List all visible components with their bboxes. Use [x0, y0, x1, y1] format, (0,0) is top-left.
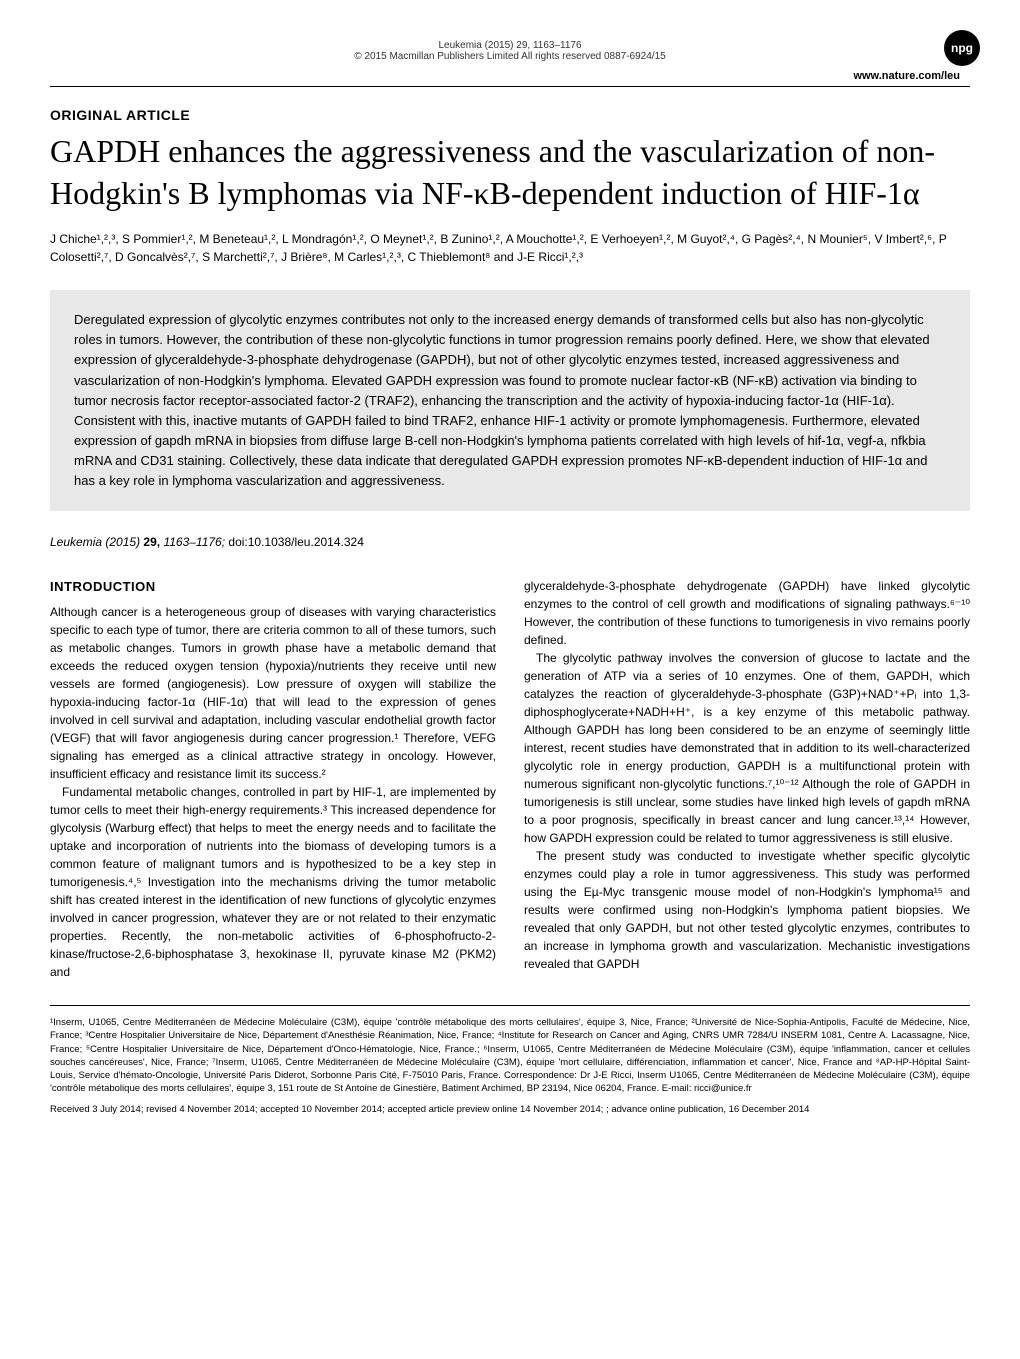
- page-container: npg Leukemia (2015) 29, 1163–1176 © 2015…: [0, 0, 1020, 1155]
- header: Leukemia (2015) 29, 1163–1176 © 2015 Mac…: [50, 40, 970, 62]
- header-divider: [50, 86, 970, 87]
- abstract: Deregulated expression of glycolytic enz…: [50, 290, 970, 511]
- citation-volume: 29,: [143, 535, 160, 549]
- citation-year: (2015): [105, 535, 140, 549]
- affiliations: ¹Inserm, U1065, Centre Méditerranéen de …: [50, 1005, 970, 1096]
- citation-doi: doi:10.1038/leu.2014.324: [228, 535, 363, 549]
- body-columns: INTRODUCTION Although cancer is a hetero…: [50, 577, 970, 981]
- copyright-line: © 2015 Macmillan Publishers Limited All …: [50, 51, 970, 62]
- intro-paragraph-1: Although cancer is a heterogeneous group…: [50, 603, 496, 783]
- left-column: INTRODUCTION Although cancer is a hetero…: [50, 577, 496, 981]
- citation-pages: 1163–1176;: [163, 535, 225, 549]
- npg-badge: npg: [944, 30, 980, 66]
- citation-journal: Leukemia: [50, 535, 102, 549]
- author-list: J Chiche¹,²,³, S Pommier¹,², M Beneteau¹…: [50, 230, 970, 266]
- journal-url: www.nature.com/leu: [50, 70, 970, 82]
- right-column: glyceraldehyde-3-phosphate dehydrogenate…: [524, 577, 970, 981]
- intro-paragraph-2: Fundamental metabolic changes, controlle…: [50, 783, 496, 981]
- citation: Leukemia (2015) 29, 1163–1176; doi:10.10…: [50, 535, 970, 549]
- article-title: GAPDH enhances the aggressiveness and th…: [50, 131, 970, 214]
- received-dates: Received 3 July 2014; revised 4 November…: [50, 1104, 970, 1115]
- article-type: ORIGINAL ARTICLE: [50, 107, 970, 123]
- intro-paragraph-4: The glycolytic pathway involves the conv…: [524, 649, 970, 847]
- journal-reference: Leukemia (2015) 29, 1163–1176: [50, 40, 970, 51]
- introduction-heading: INTRODUCTION: [50, 577, 496, 597]
- intro-paragraph-3: glyceraldehyde-3-phosphate dehydrogenate…: [524, 577, 970, 649]
- intro-paragraph-5: The present study was conducted to inves…: [524, 847, 970, 973]
